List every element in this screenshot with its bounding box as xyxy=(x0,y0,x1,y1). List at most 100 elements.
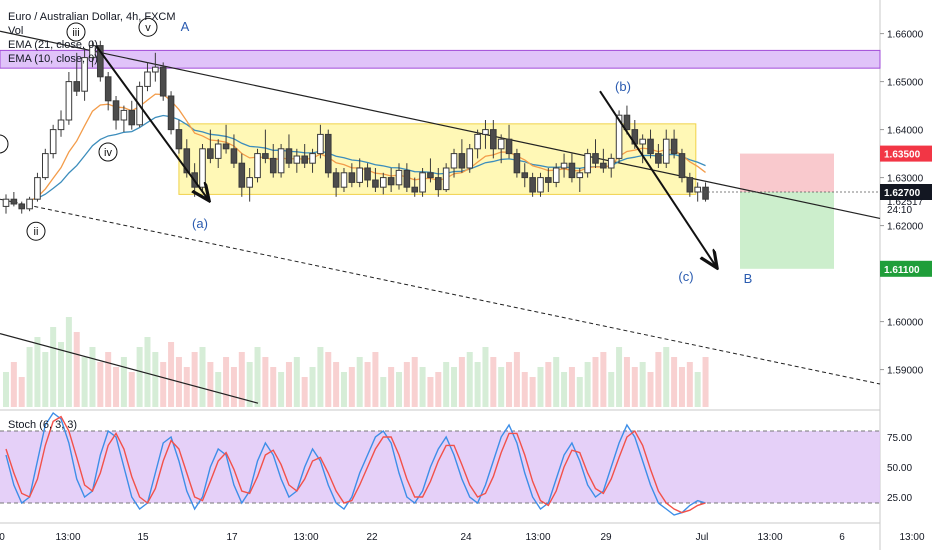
volume-bar xyxy=(623,357,630,407)
volume-bar xyxy=(183,367,190,407)
volume-bar xyxy=(427,377,434,407)
candle-body xyxy=(419,172,426,193)
price-tick-label: 1.64000 xyxy=(887,126,924,137)
volume-bar xyxy=(89,347,96,407)
volume-bar xyxy=(238,352,245,407)
time-tick-label: 29 xyxy=(600,532,612,543)
candle-body xyxy=(615,114,623,159)
candle-body xyxy=(309,153,316,164)
ema21-label[interactable]: EMA (21, close, 0) xyxy=(8,39,98,51)
wave-label-circle xyxy=(0,134,9,154)
volume-bar xyxy=(168,342,175,407)
volume-bar xyxy=(207,362,214,407)
volume-bar xyxy=(498,367,505,407)
lower-trendline xyxy=(0,333,259,404)
candle-body xyxy=(379,177,387,188)
wave-label: (a) xyxy=(192,216,208,231)
stoch-tick-label: 50.00 xyxy=(887,463,912,474)
volume-bar xyxy=(537,367,544,407)
candle-body xyxy=(348,172,356,183)
volume-bar xyxy=(647,372,654,407)
candle-body xyxy=(655,153,662,164)
candle-body xyxy=(26,198,33,210)
price-tag-label: 1.62700 xyxy=(884,188,921,199)
stoch-k-line xyxy=(5,411,706,516)
candle-body xyxy=(639,138,646,145)
volume-bar xyxy=(513,352,520,407)
time-tick-label: 22 xyxy=(366,532,378,543)
candle-body xyxy=(427,172,434,179)
candle-body xyxy=(144,71,151,87)
stoch-tick-label: 75.00 xyxy=(887,433,912,444)
candle-body xyxy=(332,172,340,188)
candle-body xyxy=(482,129,489,135)
candle-body xyxy=(222,143,230,150)
volume-bar xyxy=(396,372,402,407)
price-tick-label: 1.65000 xyxy=(887,78,924,89)
volume-bar xyxy=(246,362,253,407)
volume-bar xyxy=(309,367,316,407)
candle-body xyxy=(112,100,120,121)
candle-body xyxy=(81,57,88,92)
volume-bar xyxy=(419,367,426,407)
time-tick-label: 0 xyxy=(0,532,5,543)
wave-label: B xyxy=(744,271,753,286)
wave-label: A xyxy=(181,19,190,34)
time-tick-label: 24 xyxy=(460,532,472,543)
symbol-title[interactable]: Euro / Australian Dollar, 4h, FXCM xyxy=(8,11,176,23)
candle-body xyxy=(537,177,544,193)
candle-body xyxy=(584,153,591,174)
wave-label: (c) xyxy=(678,269,693,284)
volume-bar xyxy=(136,347,143,407)
volume-bar xyxy=(372,352,379,407)
candle-body xyxy=(65,81,73,121)
candle-body xyxy=(73,81,81,92)
wave-label-circle xyxy=(66,22,86,42)
candle-body xyxy=(104,76,112,102)
volume-bar xyxy=(191,352,198,407)
candle-body xyxy=(450,153,458,169)
volume-bar xyxy=(144,337,151,407)
wave-label-circle xyxy=(26,221,46,241)
take-profit-zone xyxy=(740,192,834,269)
stoch-label[interactable]: Stoch (6, 3, 3) xyxy=(8,419,78,431)
volume-bar xyxy=(608,372,615,407)
candle-body xyxy=(474,133,481,150)
volume-bar xyxy=(58,342,65,407)
stoch-tick-label: 25.00 xyxy=(887,493,912,504)
time-tick-label: 15 xyxy=(137,532,149,543)
volume-bar xyxy=(285,362,292,407)
volume-bar xyxy=(10,362,17,407)
time-tick-label: 13:00 xyxy=(55,532,80,543)
stoch-band xyxy=(0,431,880,503)
price-tag-label: 1.61100 xyxy=(884,265,920,276)
ema10-label[interactable]: EMA (10, close, 0) xyxy=(8,53,98,65)
price-tag-bg xyxy=(880,260,932,277)
volume-bar xyxy=(199,347,206,407)
resistance-zone xyxy=(0,49,881,69)
time-tick-label: 13:00 xyxy=(525,532,550,543)
candle-body xyxy=(364,167,371,181)
wave-a-arrow xyxy=(95,45,208,200)
volume-label[interactable]: Vol xyxy=(8,25,24,37)
candle-body xyxy=(521,172,529,179)
candle-body xyxy=(34,177,41,200)
volume-bar xyxy=(576,377,583,407)
candle-body xyxy=(529,177,536,193)
candle-body xyxy=(403,169,411,188)
descending-trendline xyxy=(0,30,881,219)
candle-body xyxy=(600,162,607,169)
stoch-d-line xyxy=(5,415,706,514)
candle-body xyxy=(89,45,96,59)
wave-label: v xyxy=(145,22,151,34)
volume-bar xyxy=(482,347,489,407)
volume-bar xyxy=(561,372,568,407)
volume-bar xyxy=(3,372,9,407)
price-tag-label: 1.63500 xyxy=(884,150,921,161)
candle-body xyxy=(694,186,701,193)
candle-body xyxy=(49,129,57,155)
volume-bar xyxy=(270,367,277,407)
candle-body xyxy=(167,95,175,131)
